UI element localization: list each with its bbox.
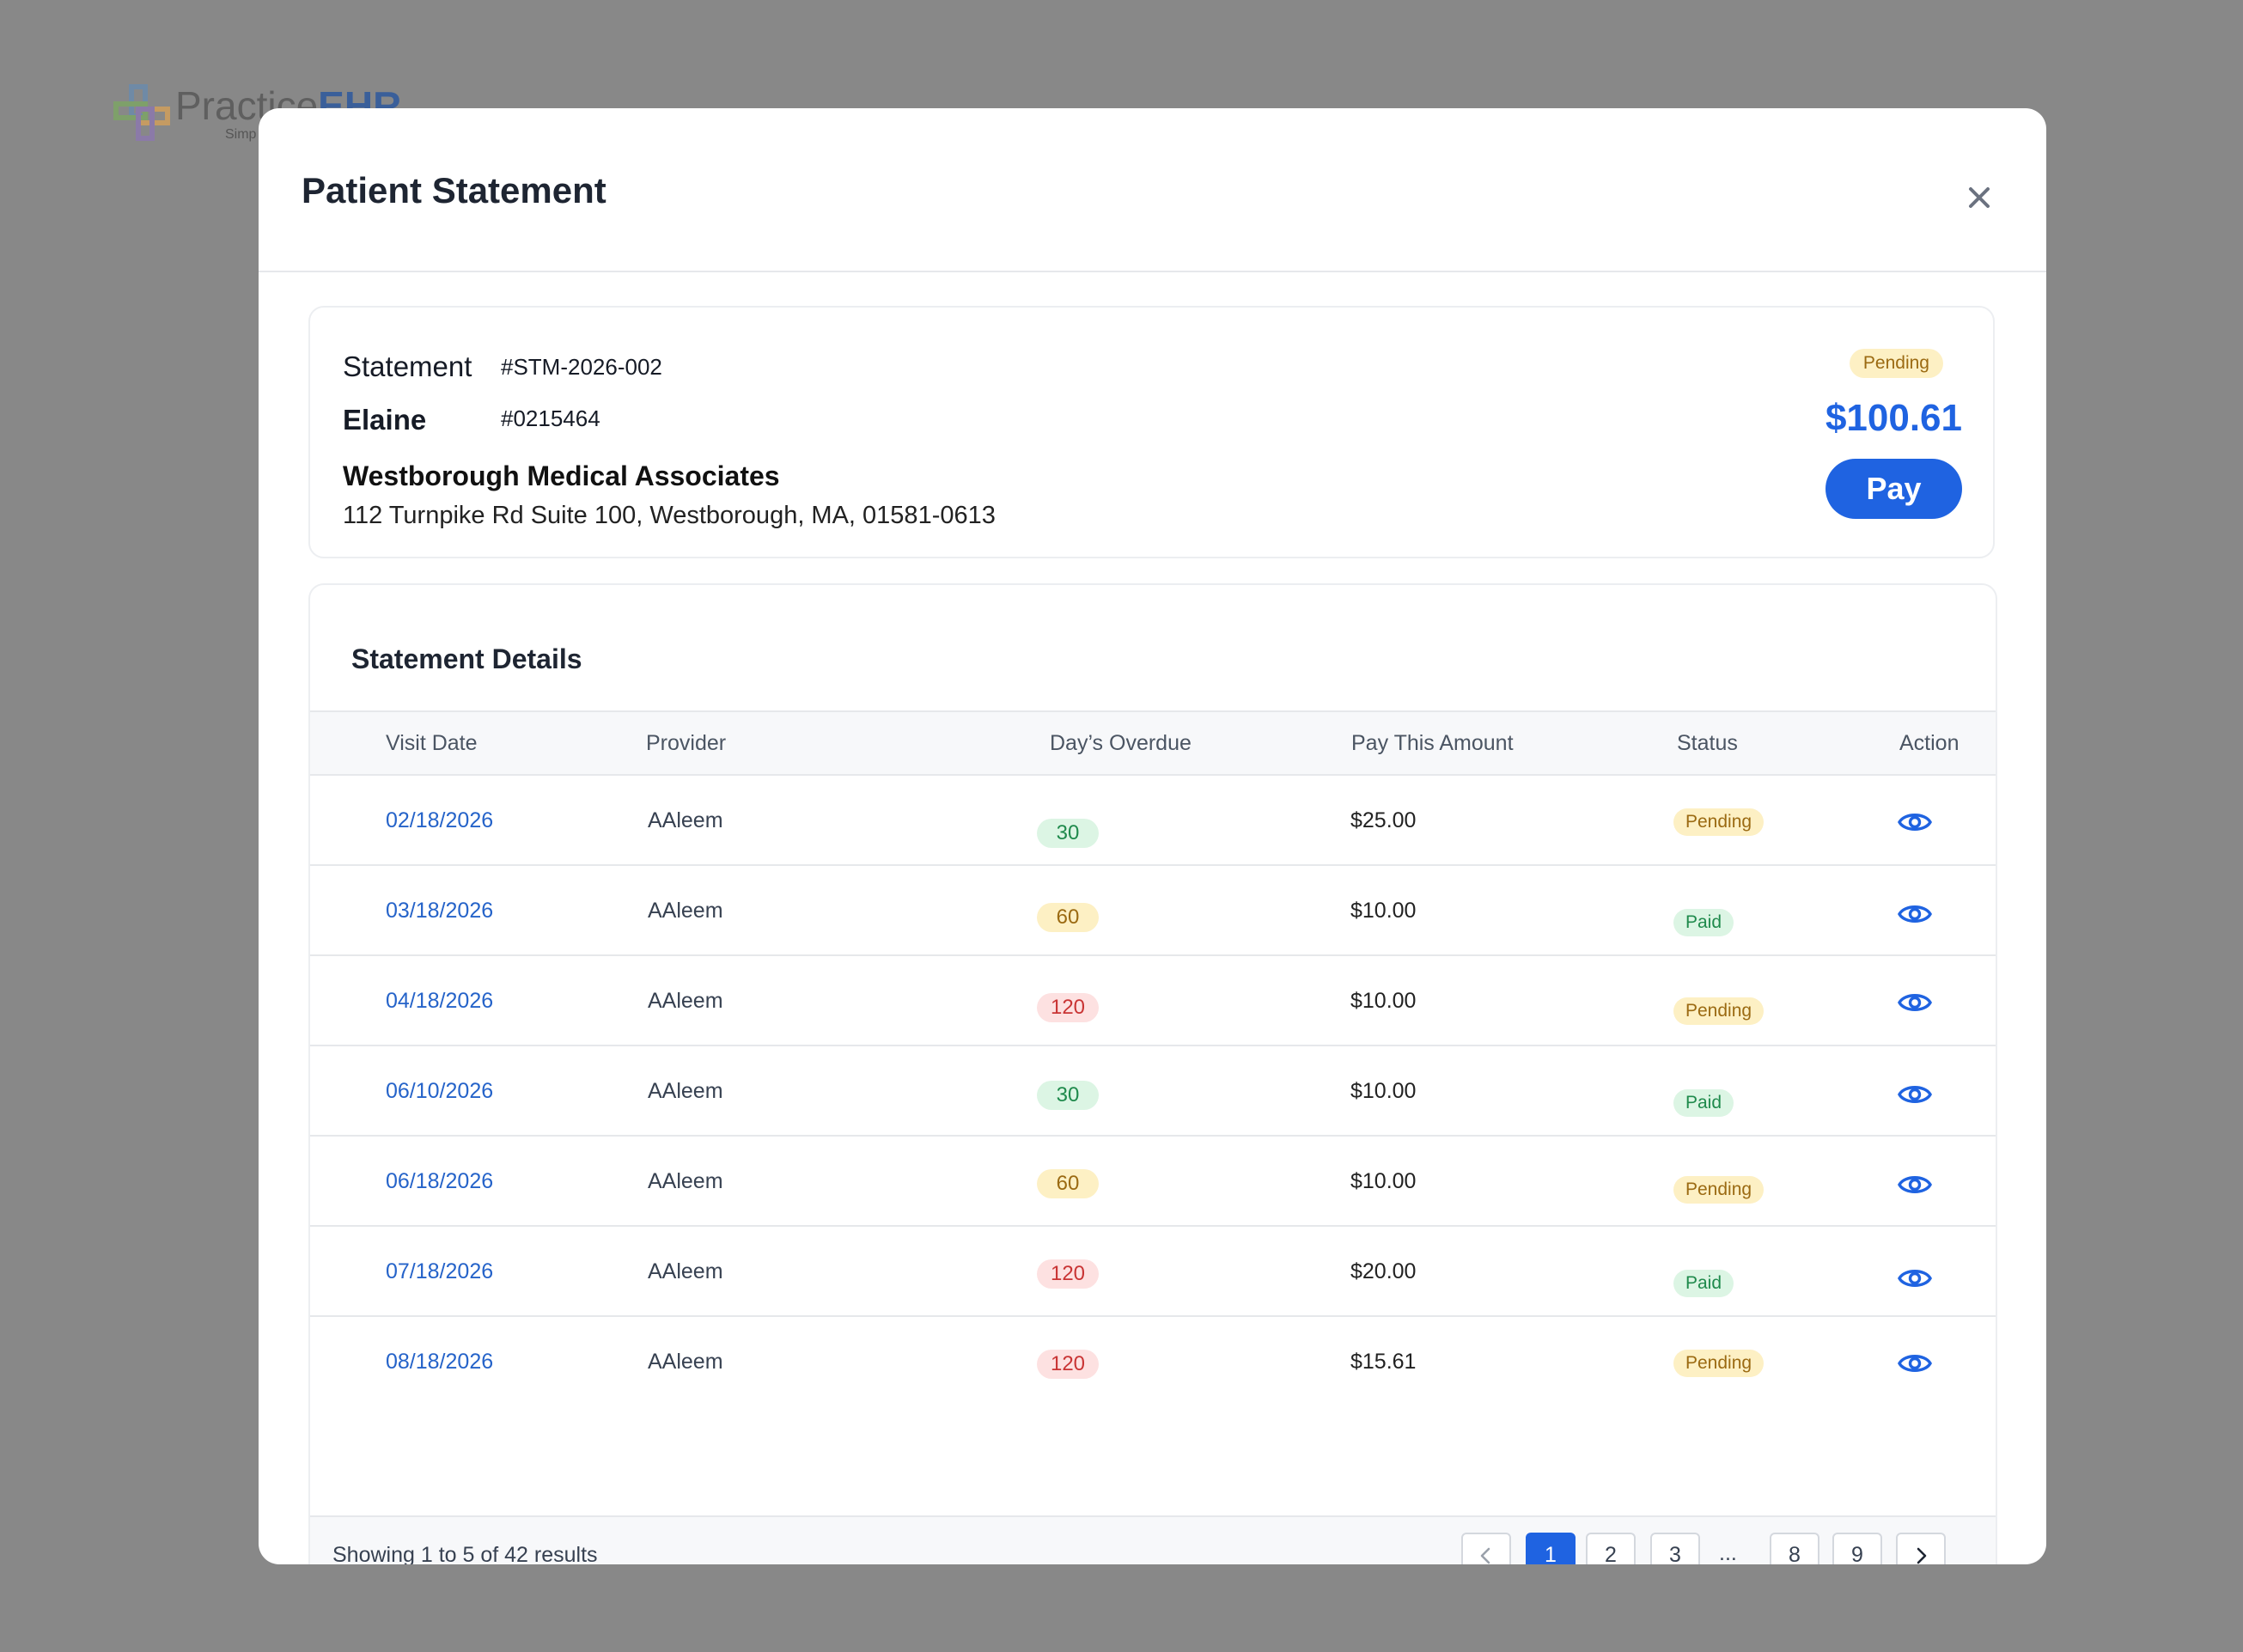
eye-icon (1898, 994, 1932, 1011)
chevron-left-icon (1480, 1547, 1490, 1564)
prev-page-button[interactable] (1461, 1533, 1511, 1564)
view-button[interactable] (1898, 1081, 1932, 1108)
page-button-2[interactable]: 2 (1586, 1533, 1636, 1564)
statement-number: #STM-2026-002 (501, 354, 662, 380)
provider-cell: AAleem (648, 808, 723, 832)
statement-label: Statement (343, 351, 472, 382)
eye-icon (1898, 814, 1932, 831)
table-row: 08/18/2026 AAleem 120 $15.61 Pending (310, 1317, 1996, 1407)
table-row: 06/10/2026 AAleem 30 $10.00 Paid (310, 1046, 1996, 1137)
view-button[interactable] (1898, 1350, 1932, 1377)
table-row: 04/18/2026 AAleem 120 $10.00 Pending (310, 956, 1996, 1046)
pay-amount-cell: $10.00 (1350, 899, 1417, 923)
visit-date-link[interactable]: 07/18/2026 (386, 1259, 494, 1283)
column-header-action: Action (1899, 731, 1960, 755)
modal-header: Patient Statement (259, 108, 2046, 272)
pay-amount-cell: $15.61 (1350, 1350, 1417, 1374)
view-button[interactable] (1898, 1171, 1932, 1198)
table-row: 03/18/2026 AAleem 60 $10.00 Paid (310, 866, 1996, 956)
table-row: 02/18/2026 AAleem 30 $25.00 Pending (310, 776, 1996, 866)
column-header-pay-amount[interactable]: Pay This Amount (1351, 731, 1514, 755)
patient-statement-modal: Patient Statement Statement #STM-2026-00… (259, 108, 2046, 1564)
status-badge: Paid (1673, 1089, 1734, 1117)
total-amount: $100.61 (1825, 397, 1962, 439)
statement-status-badge: Pending (1849, 349, 1943, 378)
patient-id: #0215464 (501, 405, 600, 431)
page-button-3[interactable]: 3 (1650, 1533, 1700, 1564)
patient-name: Elaine (343, 404, 427, 436)
pagination: 1 2 3 ... 8 9 (1461, 1533, 1946, 1564)
logo-tagline: Simp (225, 127, 257, 142)
results-count: Showing 1 to 5 of 42 results (332, 1543, 598, 1564)
table-row: 06/18/2026 AAleem 60 $10.00 Pending (310, 1137, 1996, 1227)
close-icon (1969, 187, 1990, 208)
pay-amount-cell: $20.00 (1350, 1259, 1417, 1283)
provider-cell: AAleem (648, 1350, 723, 1374)
column-header-status[interactable]: Status (1677, 731, 1738, 755)
pay-button[interactable]: Pay (1825, 459, 1962, 519)
view-button[interactable] (1898, 989, 1932, 1016)
provider-cell: AAleem (648, 1079, 723, 1103)
logo-mark-icon (113, 84, 170, 141)
status-badge: Pending (1673, 808, 1765, 836)
pagination-ellipsis: ... (1719, 1541, 1737, 1564)
view-button[interactable] (1898, 1265, 1932, 1292)
provider-cell: AAleem (648, 1169, 723, 1193)
next-page-button[interactable] (1896, 1533, 1946, 1564)
pagination-footer: Showing 1 to 5 of 42 results 1 2 3 ... 8… (310, 1515, 1996, 1564)
status-badge: Paid (1673, 1270, 1734, 1297)
status-badge: Pending (1673, 1350, 1765, 1377)
eye-icon (1898, 1355, 1932, 1372)
pay-amount-cell: $25.00 (1350, 808, 1417, 832)
view-button[interactable] (1898, 900, 1932, 928)
visit-date-link[interactable]: 03/18/2026 (386, 899, 494, 923)
table-header: Visit Date Provider Day’s Overdue Pay Th… (310, 710, 1996, 776)
status-badge: Pending (1673, 997, 1765, 1025)
practice-name: Westborough Medical Associates (343, 460, 780, 491)
modal-title: Patient Statement (302, 170, 606, 210)
provider-cell: AAleem (648, 1259, 723, 1283)
column-header-visit-date[interactable]: Visit Date (386, 731, 478, 755)
visit-date-link[interactable]: 08/18/2026 (386, 1350, 494, 1374)
statement-summary-card: Statement #STM-2026-002 Elaine #0215464 … (308, 306, 1995, 558)
statement-table-body: 02/18/2026 AAleem 30 $25.00 Pending 03/1… (310, 776, 1996, 1407)
table-row: 07/18/2026 AAleem 120 $20.00 Paid (310, 1227, 1996, 1317)
provider-cell: AAleem (648, 989, 723, 1013)
view-button[interactable] (1898, 808, 1932, 836)
page-button-1[interactable]: 1 (1526, 1533, 1576, 1564)
pay-amount-cell: $10.00 (1350, 1079, 1417, 1103)
eye-icon (1898, 905, 1932, 923)
practice-address: 112 Turnpike Rd Suite 100, Westborough, … (343, 502, 996, 529)
pay-amount-cell: $10.00 (1350, 989, 1417, 1013)
status-badge: Paid (1673, 909, 1734, 936)
eye-icon (1898, 1086, 1932, 1103)
page-button-9[interactable]: 9 (1832, 1533, 1882, 1564)
provider-cell: AAleem (648, 899, 723, 923)
days-overdue-badge: 60 (1037, 903, 1099, 932)
visit-date-link[interactable]: 06/10/2026 (386, 1079, 494, 1103)
page-button-8[interactable]: 8 (1770, 1533, 1819, 1564)
visit-date-link[interactable]: 02/18/2026 (386, 808, 494, 832)
eye-icon (1898, 1176, 1932, 1193)
details-title: Statement Details (351, 643, 582, 674)
column-header-provider[interactable]: Provider (646, 731, 727, 755)
pay-amount-cell: $10.00 (1350, 1169, 1417, 1193)
column-header-days-overdue[interactable]: Day’s Overdue (1050, 731, 1192, 755)
days-overdue-badge: 120 (1037, 1259, 1099, 1289)
statement-details-card: Statement Details Visit Date Provider Da… (308, 583, 1997, 1564)
days-overdue-badge: 120 (1037, 1350, 1099, 1379)
close-button[interactable] (1962, 180, 1996, 215)
days-overdue-badge: 60 (1037, 1169, 1099, 1198)
days-overdue-badge: 120 (1037, 993, 1099, 1022)
eye-icon (1898, 1270, 1932, 1287)
chevron-right-icon (1917, 1547, 1927, 1564)
visit-date-link[interactable]: 04/18/2026 (386, 989, 494, 1013)
visit-date-link[interactable]: 06/18/2026 (386, 1169, 494, 1193)
status-badge: Pending (1673, 1176, 1765, 1204)
days-overdue-badge: 30 (1037, 819, 1099, 848)
days-overdue-badge: 30 (1037, 1081, 1099, 1110)
